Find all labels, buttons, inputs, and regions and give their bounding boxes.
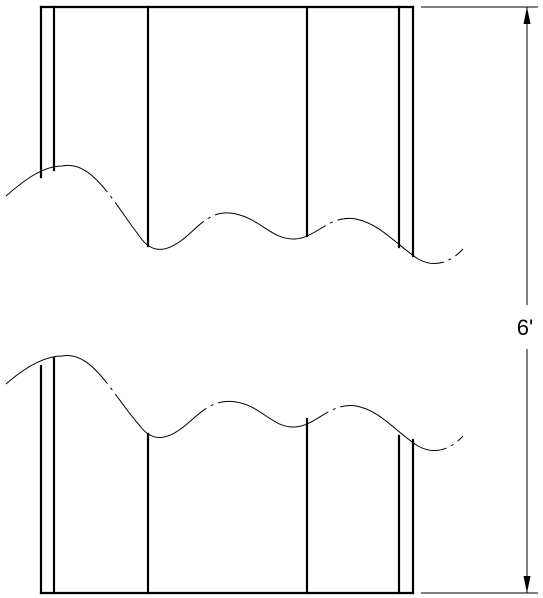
top-arrowhead bbox=[523, 7, 531, 24]
upper-break-line bbox=[5, 164, 464, 264]
column-upper-segment bbox=[39, 5, 415, 258]
column-lower-segment bbox=[39, 356, 415, 595]
height-dimension-label: 6' bbox=[517, 315, 533, 340]
lower-break-line bbox=[5, 355, 464, 451]
height-dimension: 6' bbox=[421, 6, 538, 594]
bottom-arrowhead bbox=[523, 576, 531, 593]
